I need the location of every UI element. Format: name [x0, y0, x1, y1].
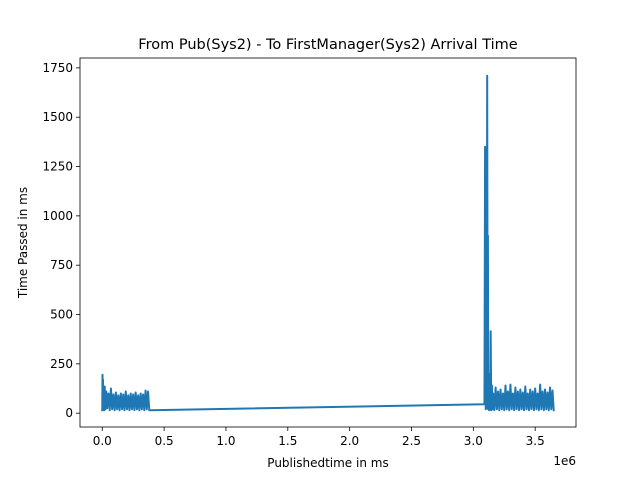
chart-title: From Pub(Sys2) - To FirstManager(Sys2) A… [138, 37, 517, 53]
x-axis-offset-label: 1e6 [553, 454, 576, 468]
x-tick-label: 1.0 [216, 434, 235, 448]
x-tick-label: 2.0 [340, 434, 359, 448]
y-tick-label: 500 [50, 308, 73, 322]
plot-area [101, 74, 555, 412]
x-tick-label: 2.5 [402, 434, 421, 448]
series-line-0 [101, 74, 555, 412]
y-tick-label: 250 [50, 357, 73, 371]
x-tick-label: 3.5 [526, 434, 545, 448]
x-tick-label: 3.0 [464, 434, 483, 448]
y-tick-label: 1500 [42, 110, 73, 124]
y-tick-label: 1250 [42, 160, 73, 174]
x-axis-label: Publishedtime in ms [267, 456, 388, 470]
plot-frame [79, 57, 577, 428]
y-tick-label: 1000 [42, 209, 73, 223]
y-tick-label: 0 [65, 406, 73, 420]
x-tick-label: 1.5 [278, 434, 297, 448]
y-tick-label: 1750 [42, 61, 73, 75]
y-axis-label: Time Passed in ms [16, 187, 30, 299]
y-axis: 0 250 500 750 1000 1250 1500 1750 [42, 61, 80, 420]
x-tick-label: 0.5 [155, 434, 174, 448]
x-axis: 0.0 0.5 1.0 1.5 2.0 2.5 3.0 3.5 [93, 427, 545, 448]
x-tick-label: 0.0 [93, 434, 112, 448]
y-tick-label: 750 [50, 258, 73, 272]
